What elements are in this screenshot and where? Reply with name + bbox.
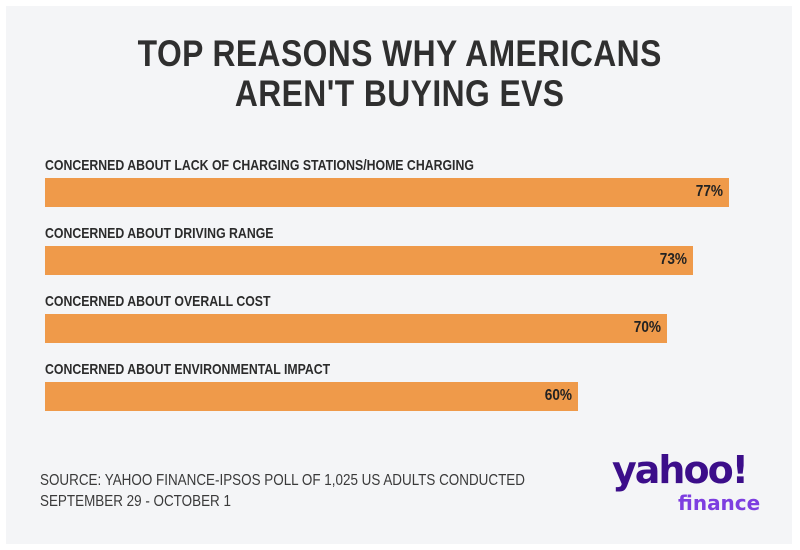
value-label: 70% xyxy=(633,319,661,336)
value-label: 73% xyxy=(660,251,688,268)
source-line-1: SOURCE: YAHOO FINANCE-IPSOS POLL OF 1,02… xyxy=(40,472,525,489)
bar xyxy=(45,178,729,207)
logo-finance: finance xyxy=(678,491,761,515)
bar xyxy=(45,382,578,411)
bar xyxy=(45,246,694,275)
category-label: CONCERNED ABOUT LACK OF CHARGING STATION… xyxy=(45,157,474,174)
value-label: 60% xyxy=(544,387,572,404)
title-line-1: TOP REASONS WHY AMERICANS xyxy=(137,33,663,74)
yahoo-finance-logo: yahoo! finance xyxy=(612,450,782,530)
source-note: SOURCE: YAHOO FINANCE-IPSOS POLL OF 1,02… xyxy=(40,470,525,512)
source-line-2: SEPTEMBER 29 - OCTOBER 1 xyxy=(40,493,231,510)
category-label: CONCERNED ABOUT DRIVING RANGE xyxy=(45,225,274,242)
background-panel xyxy=(6,6,792,544)
title-line-2: AREN'T BUYING EVS xyxy=(235,73,565,114)
category-label: CONCERNED ABOUT ENVIRONMENTAL IMPACT xyxy=(45,361,331,378)
chart-title: TOP REASONS WHY AMERICANS AREN'T BUYING … xyxy=(0,34,800,114)
value-label: 77% xyxy=(695,183,723,200)
logo-yahoo: yahoo! xyxy=(612,448,749,492)
bar xyxy=(45,314,667,343)
category-label: CONCERNED ABOUT OVERALL COST xyxy=(45,293,271,310)
